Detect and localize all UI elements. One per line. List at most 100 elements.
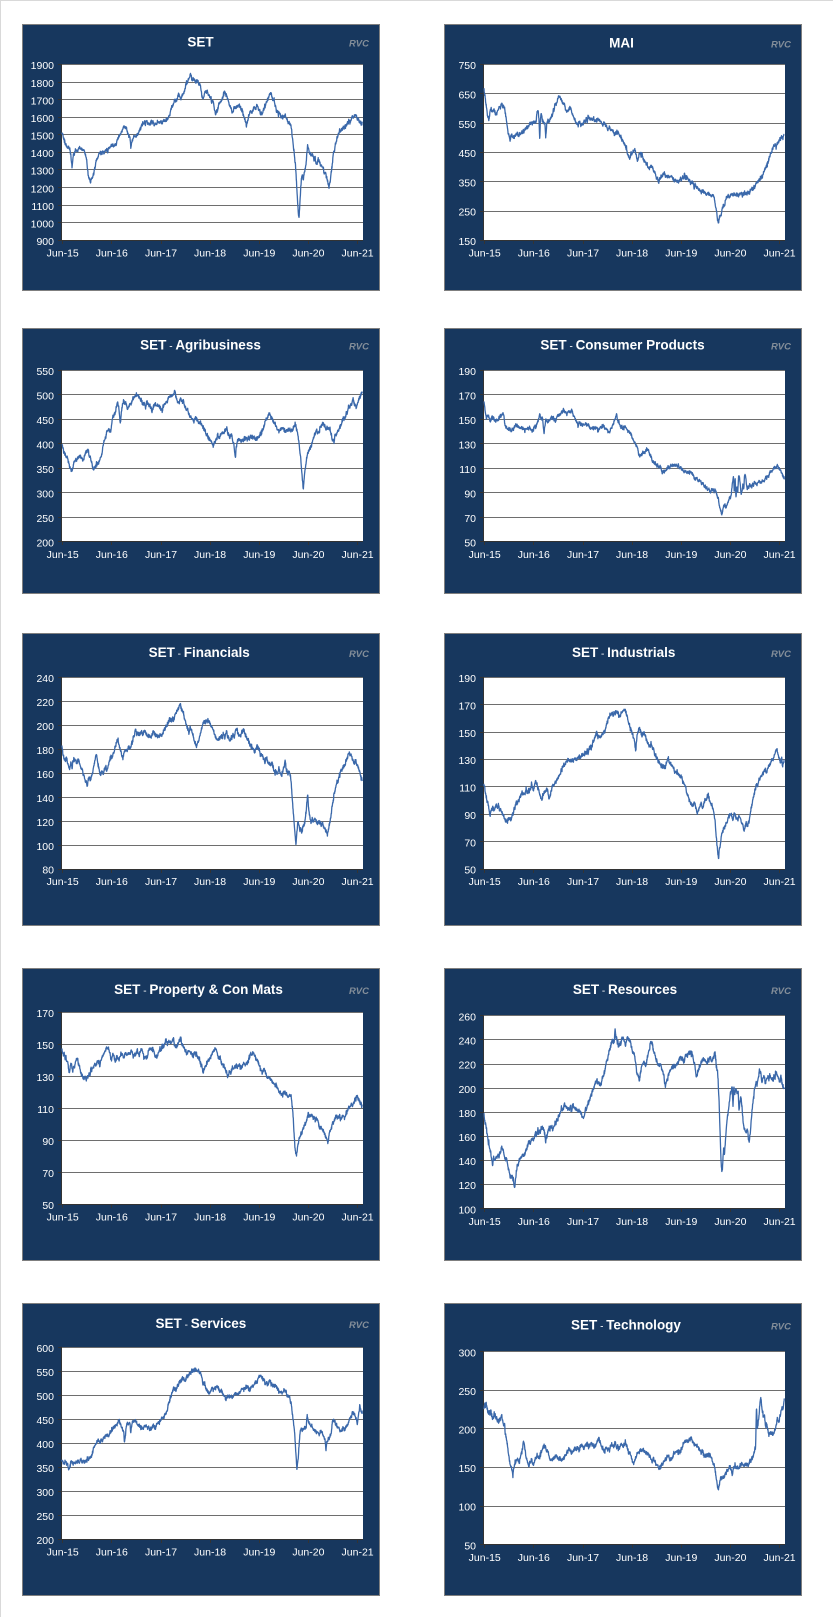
svg-text:Jun-16: Jun-16 bbox=[518, 1552, 550, 1564]
svg-text:Jun-15: Jun-15 bbox=[469, 876, 501, 888]
svg-text:160: 160 bbox=[36, 769, 54, 781]
svg-text:160: 160 bbox=[458, 1132, 476, 1144]
svg-text:140: 140 bbox=[36, 793, 54, 805]
svg-text:Jun-18: Jun-18 bbox=[194, 549, 226, 561]
svg-text:SET - Property & Con Mats: SET - Property & Con Mats bbox=[114, 982, 283, 997]
svg-text:110: 110 bbox=[37, 1104, 54, 1116]
svg-text:300: 300 bbox=[36, 488, 54, 500]
svg-text:250: 250 bbox=[458, 207, 476, 219]
svg-text:1000: 1000 bbox=[31, 218, 55, 230]
svg-text:120: 120 bbox=[458, 1180, 476, 1192]
svg-text:RVC: RVC bbox=[771, 39, 791, 50]
svg-text:Jun-21: Jun-21 bbox=[342, 549, 374, 561]
svg-text:50: 50 bbox=[464, 1540, 476, 1552]
svg-text:MAI: MAI bbox=[609, 35, 634, 50]
svg-text:200: 200 bbox=[458, 1425, 476, 1437]
svg-text:SET - Services: SET - Services bbox=[156, 1316, 247, 1331]
svg-text:1500: 1500 bbox=[31, 131, 55, 143]
svg-text:120: 120 bbox=[36, 817, 54, 829]
svg-text:Jun-16: Jun-16 bbox=[518, 549, 550, 561]
svg-text:170: 170 bbox=[458, 700, 476, 712]
svg-text:400: 400 bbox=[36, 1439, 54, 1451]
svg-text:Jun-15: Jun-15 bbox=[47, 876, 79, 888]
svg-text:600: 600 bbox=[36, 1343, 54, 1355]
svg-text:Jun-15: Jun-15 bbox=[47, 1547, 79, 1559]
svg-text:Jun-20: Jun-20 bbox=[292, 876, 324, 888]
svg-text:Jun-19: Jun-19 bbox=[665, 1552, 697, 1564]
svg-text:Jun-20: Jun-20 bbox=[292, 1547, 324, 1559]
svg-text:Jun-19: Jun-19 bbox=[665, 549, 697, 561]
svg-text:350: 350 bbox=[36, 464, 54, 476]
svg-text:450: 450 bbox=[458, 148, 476, 160]
svg-text:100: 100 bbox=[458, 1204, 476, 1216]
svg-text:170: 170 bbox=[458, 391, 476, 403]
svg-text:RVC: RVC bbox=[771, 649, 791, 660]
svg-text:900: 900 bbox=[36, 236, 54, 248]
svg-text:Jun-20: Jun-20 bbox=[292, 549, 324, 561]
svg-text:50: 50 bbox=[42, 1200, 54, 1212]
svg-text:Jun-17: Jun-17 bbox=[145, 1547, 177, 1559]
svg-text:50: 50 bbox=[464, 537, 476, 549]
svg-text:Jun-21: Jun-21 bbox=[342, 1212, 374, 1224]
svg-text:750: 750 bbox=[458, 60, 476, 72]
svg-text:Jun-16: Jun-16 bbox=[96, 1212, 128, 1224]
svg-text:Jun-17: Jun-17 bbox=[567, 1216, 599, 1228]
svg-text:90: 90 bbox=[42, 1136, 54, 1148]
svg-text:250: 250 bbox=[36, 513, 54, 525]
svg-text:Jun-19: Jun-19 bbox=[243, 876, 275, 888]
svg-text:260: 260 bbox=[458, 1012, 476, 1024]
svg-text:Jun-15: Jun-15 bbox=[47, 549, 79, 561]
svg-text:70: 70 bbox=[464, 837, 476, 849]
svg-text:Jun-17: Jun-17 bbox=[567, 248, 599, 260]
svg-text:180: 180 bbox=[36, 745, 54, 757]
svg-text:RVC: RVC bbox=[771, 1321, 791, 1332]
svg-text:Jun-17: Jun-17 bbox=[567, 876, 599, 888]
svg-text:110: 110 bbox=[459, 783, 476, 795]
svg-text:SET - Agribusiness: SET - Agribusiness bbox=[140, 337, 261, 352]
svg-text:240: 240 bbox=[458, 1036, 476, 1048]
svg-text:Jun-18: Jun-18 bbox=[194, 248, 226, 260]
svg-text:70: 70 bbox=[42, 1168, 54, 1180]
svg-text:150: 150 bbox=[458, 236, 476, 248]
svg-text:Jun-16: Jun-16 bbox=[518, 876, 550, 888]
svg-text:200: 200 bbox=[36, 1535, 54, 1547]
svg-text:170: 170 bbox=[36, 1008, 54, 1020]
svg-text:Jun-17: Jun-17 bbox=[145, 248, 177, 260]
svg-text:SET: SET bbox=[187, 35, 214, 50]
svg-text:90: 90 bbox=[464, 488, 476, 500]
svg-text:Jun-16: Jun-16 bbox=[518, 1216, 550, 1228]
svg-text:Jun-20: Jun-20 bbox=[714, 248, 746, 260]
svg-text:150: 150 bbox=[458, 1463, 476, 1475]
svg-text:130: 130 bbox=[458, 439, 476, 451]
svg-text:Jun-18: Jun-18 bbox=[616, 549, 648, 561]
svg-text:SET - Industrials: SET - Industrials bbox=[572, 645, 675, 660]
svg-text:240: 240 bbox=[36, 673, 54, 685]
svg-text:Jun-21: Jun-21 bbox=[764, 248, 796, 260]
svg-text:200: 200 bbox=[36, 537, 54, 549]
svg-text:200: 200 bbox=[36, 721, 54, 733]
svg-text:Jun-18: Jun-18 bbox=[194, 876, 226, 888]
svg-text:Jun-18: Jun-18 bbox=[616, 1552, 648, 1564]
svg-text:Jun-19: Jun-19 bbox=[243, 1212, 275, 1224]
svg-text:220: 220 bbox=[36, 697, 54, 709]
svg-text:Jun-20: Jun-20 bbox=[714, 549, 746, 561]
svg-text:190: 190 bbox=[458, 366, 476, 378]
svg-text:1800: 1800 bbox=[31, 78, 55, 90]
svg-text:1200: 1200 bbox=[31, 183, 55, 195]
svg-text:Jun-20: Jun-20 bbox=[292, 248, 324, 260]
svg-text:Jun-21: Jun-21 bbox=[342, 248, 374, 260]
svg-text:Jun-16: Jun-16 bbox=[518, 248, 550, 260]
svg-text:Jun-18: Jun-18 bbox=[194, 1212, 226, 1224]
svg-text:300: 300 bbox=[36, 1487, 54, 1499]
svg-text:Jun-21: Jun-21 bbox=[764, 876, 796, 888]
svg-text:1700: 1700 bbox=[31, 95, 55, 107]
svg-text:550: 550 bbox=[36, 366, 54, 378]
svg-text:Jun-15: Jun-15 bbox=[469, 248, 501, 260]
svg-text:1400: 1400 bbox=[31, 148, 55, 160]
svg-text:Jun-21: Jun-21 bbox=[764, 1216, 796, 1228]
svg-text:Jun-21: Jun-21 bbox=[764, 549, 796, 561]
svg-text:Jun-18: Jun-18 bbox=[616, 1216, 648, 1228]
svg-text:Jun-16: Jun-16 bbox=[96, 876, 128, 888]
svg-text:Jun-19: Jun-19 bbox=[243, 248, 275, 260]
svg-text:130: 130 bbox=[458, 755, 476, 767]
